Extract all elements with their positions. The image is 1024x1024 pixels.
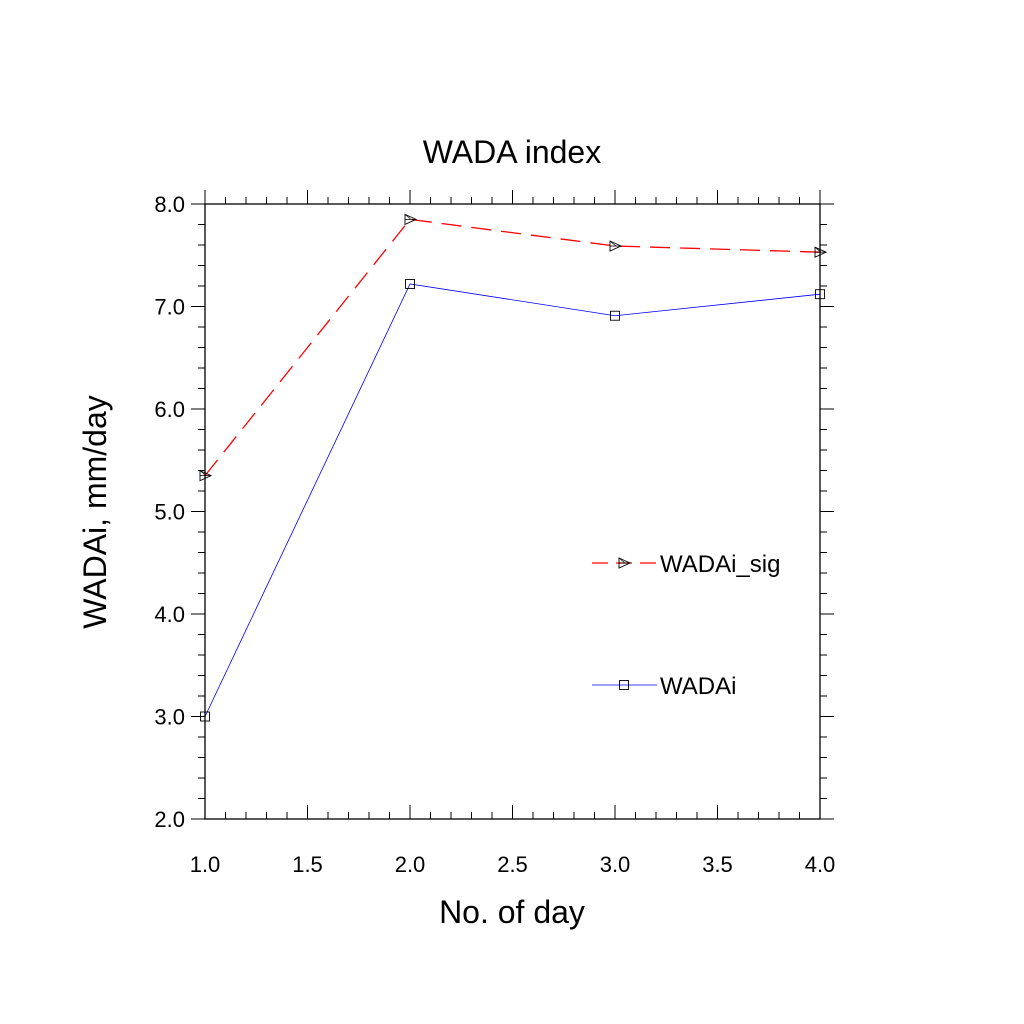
x-tick-label: 1.0	[190, 852, 221, 877]
y-tick-label: 3.0	[154, 705, 185, 730]
x-axis-label: No. of day	[439, 894, 585, 930]
y-tick-label: 4.0	[154, 602, 185, 627]
y-tick-label: 5.0	[154, 500, 185, 525]
legend-label-wadai: WADAi	[660, 673, 736, 700]
x-tick-label: 2.5	[497, 852, 528, 877]
legend-label-wadai-sig: WADAi_sig	[660, 551, 780, 578]
data-point-wadai-sig	[609, 240, 623, 252]
y-tick-label: 2.0	[154, 807, 185, 832]
x-tick-label: 3.5	[702, 852, 733, 877]
data-point-wadai-sig	[404, 213, 418, 226]
legend-item-wadai-sig: WADAi_sig	[592, 551, 780, 578]
y-axis-label: WADAi, mm/day	[77, 395, 113, 629]
data-point-wadai	[405, 279, 415, 289]
x-tick-label: 1.5	[292, 852, 323, 877]
x-tick-label: 2.0	[395, 852, 426, 877]
y-tick-label: 8.0	[154, 192, 185, 217]
x-tick-label: 3.0	[600, 852, 631, 877]
legend-marker-wadai	[619, 680, 629, 690]
chart-title: WADA index	[423, 134, 601, 170]
y-tick-label: 6.0	[154, 397, 185, 422]
series-line-wadai	[204, 283, 821, 717]
legend-marker-wadai-sig	[618, 557, 632, 569]
series-line-wadai-sig	[204, 218, 821, 477]
axis-ticks: 1.0 1.5 2.0 2.5 3.0 3.5 4.0 2.0 3.0 4.0 5.0 6.0 7.0 8…	[154, 190, 835, 877]
data-point-wadai	[610, 310, 620, 321]
x-tick-label: 4.0	[805, 852, 836, 877]
plot-frame	[204, 203, 821, 820]
legend-item-wadai: WADAi	[592, 673, 736, 700]
y-tick-label: 7.0	[154, 295, 185, 320]
legend: WADAi_sig WADAi	[592, 551, 780, 700]
series-layer	[199, 213, 828, 722]
